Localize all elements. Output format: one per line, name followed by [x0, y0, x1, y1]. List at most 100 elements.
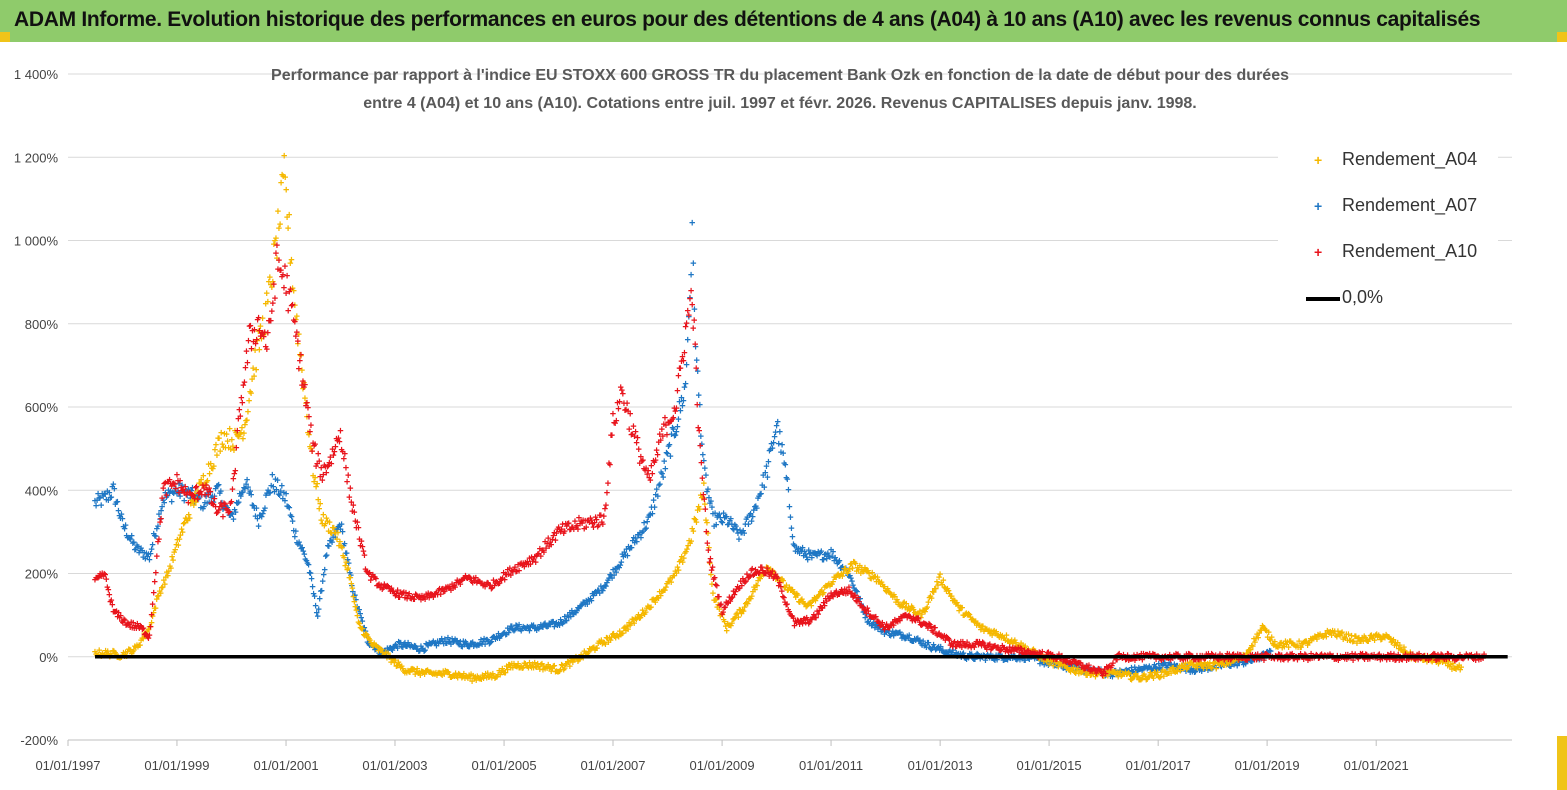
data-point: + [244, 475, 250, 487]
data-point: + [777, 427, 783, 439]
data-point: + [317, 586, 323, 598]
data-point: + [225, 505, 231, 517]
data-point: + [265, 328, 271, 340]
data-point: + [168, 496, 174, 508]
data-point: + [544, 621, 550, 633]
data-point: + [608, 570, 614, 582]
data-point: + [116, 511, 122, 523]
data-point: + [562, 615, 568, 627]
y-tick-label: 1 400% [14, 67, 59, 82]
data-point: + [145, 549, 151, 561]
data-point: + [383, 648, 389, 660]
data-point: + [385, 645, 391, 657]
data-point: + [722, 512, 728, 524]
data-point: + [535, 622, 541, 634]
data-point: + [165, 485, 171, 497]
data-point: + [538, 620, 544, 632]
data-point: + [471, 641, 477, 653]
data-point: + [232, 466, 238, 478]
data-point: + [659, 468, 665, 480]
data-point: + [253, 364, 259, 376]
data-point: + [829, 551, 835, 563]
data-point: + [669, 423, 675, 435]
data-point: + [358, 613, 364, 625]
data-point: + [228, 509, 234, 521]
data-point: + [693, 363, 699, 375]
data-point: + [500, 628, 506, 640]
data-point: + [623, 544, 629, 556]
data-point: + [206, 497, 212, 509]
data-point: + [530, 620, 536, 632]
data-point: + [428, 639, 434, 651]
data-point: + [475, 639, 481, 651]
data-point: + [527, 622, 533, 634]
data-point: + [121, 523, 127, 535]
data-point: + [480, 637, 486, 649]
y-tick-label: 0% [39, 650, 58, 665]
data-point: + [286, 210, 292, 222]
data-point: + [421, 646, 427, 658]
data-point: + [479, 639, 485, 651]
data-point: + [219, 497, 225, 509]
data-point: + [166, 488, 172, 500]
data-point: + [675, 414, 681, 426]
x-tick-label: 01/01/2005 [472, 758, 537, 773]
data-point: + [499, 629, 505, 641]
data-point: + [239, 488, 245, 500]
data-point: + [613, 567, 619, 579]
header-bar: ADAM Informe. Evolution historique des p… [0, 0, 1567, 42]
data-point: + [729, 519, 735, 531]
data-point: + [110, 479, 116, 491]
legend-label: Rendement_A07 [1342, 195, 1477, 216]
data-point: + [580, 597, 586, 609]
data-point: + [370, 640, 376, 652]
data-point: + [705, 484, 711, 496]
data-point: + [233, 442, 239, 454]
data-point: + [93, 500, 99, 512]
data-point: + [820, 554, 826, 566]
data-point: + [269, 469, 275, 481]
data-point: + [245, 407, 251, 419]
data-point: + [849, 576, 855, 588]
data-point: + [129, 530, 135, 542]
data-point: + [848, 573, 854, 585]
data-point: + [155, 521, 161, 533]
data-point: + [825, 548, 831, 560]
data-point: + [463, 638, 469, 650]
x-tick-label: 01/01/1997 [35, 758, 100, 773]
data-point: + [632, 538, 638, 550]
data-point: + [511, 626, 517, 638]
data-point: + [349, 581, 355, 593]
data-point: + [633, 533, 639, 545]
data-point: + [502, 629, 508, 641]
data-point: + [266, 488, 272, 500]
legend-label: 0,0% [1342, 287, 1383, 308]
data-point: + [303, 556, 309, 568]
data-point: + [603, 500, 609, 512]
data-point: + [326, 541, 332, 553]
data-point: + [92, 495, 98, 507]
data-point: + [328, 536, 334, 548]
y-tick-label: 200% [25, 567, 59, 582]
data-point: + [472, 639, 478, 651]
data-point: + [654, 450, 660, 462]
data-point: + [657, 479, 663, 491]
data-point: + [755, 493, 761, 505]
data-point: + [353, 594, 359, 606]
page-title: ADAM Informe. Evolution historique des p… [14, 8, 1481, 32]
data-point: + [678, 393, 684, 405]
data-point: + [737, 525, 743, 537]
data-point: + [739, 528, 745, 540]
data-point: + [668, 429, 674, 441]
data-point: + [756, 491, 762, 503]
data-point: + [452, 634, 458, 646]
data-point: + [465, 641, 471, 653]
data-point: + [599, 585, 605, 597]
data-point: + [689, 300, 695, 312]
data-point: + [142, 553, 148, 565]
data-point: + [444, 638, 450, 650]
data-point: + [362, 626, 368, 638]
data-point: + [698, 431, 704, 443]
data-point: + [416, 646, 422, 658]
data-point: + [558, 618, 564, 630]
